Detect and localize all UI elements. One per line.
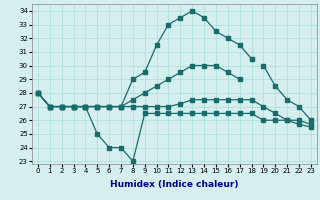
X-axis label: Humidex (Indice chaleur): Humidex (Indice chaleur)	[110, 180, 239, 189]
